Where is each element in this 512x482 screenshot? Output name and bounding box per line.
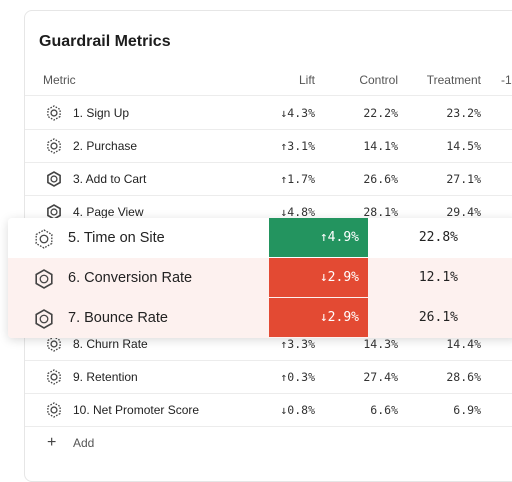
metric-name: 8. Churn Rate bbox=[73, 337, 148, 351]
cell-value: ↓0.8% bbox=[280, 403, 315, 417]
lift-cell: ↓2.9% bbox=[269, 298, 368, 337]
cell-value: ↑1.7% bbox=[280, 172, 315, 186]
metric-icon bbox=[35, 309, 53, 329]
divider bbox=[25, 426, 512, 427]
metric-name: 4. Page View bbox=[73, 205, 144, 219]
add-icon: + bbox=[47, 434, 57, 451]
column-header: Treatment bbox=[426, 73, 481, 87]
metric-name: 9. Retention bbox=[73, 370, 138, 384]
metric-icon bbox=[47, 402, 61, 418]
cell-value: ↑0.3% bbox=[280, 370, 315, 384]
metric-icon bbox=[47, 369, 61, 385]
column-header: -1 bbox=[501, 73, 512, 87]
cell-value: 27.1% bbox=[446, 172, 481, 186]
metric-name: 7. Bounce Rate bbox=[68, 310, 168, 326]
control-value: 26.1% bbox=[418, 310, 458, 325]
cell-value: 14.4% bbox=[446, 337, 481, 351]
cell-value: ↓4.8% bbox=[280, 205, 315, 219]
cell-value: 6.6% bbox=[370, 403, 398, 417]
cell-value: 23.2% bbox=[446, 106, 481, 120]
divider bbox=[25, 360, 512, 361]
column-header: Lift bbox=[298, 73, 315, 87]
metric-name: 10. Net Promoter Score bbox=[73, 403, 200, 417]
control-value: 22.8% bbox=[418, 230, 458, 245]
cell-value: 22.2% bbox=[363, 106, 398, 120]
metric-icon bbox=[47, 138, 61, 154]
cell-value: 27.4% bbox=[363, 370, 398, 384]
metric-icon bbox=[47, 171, 61, 187]
metric-icon bbox=[35, 229, 53, 249]
control-value: 12.1% bbox=[418, 270, 458, 285]
cell-value: 14.5% bbox=[446, 139, 481, 153]
highlight-row: 5. Time on Site ↑4.9% 22.8% bbox=[8, 218, 512, 259]
cell-value: 28.6% bbox=[446, 370, 481, 384]
lift-value: ↓2.9% bbox=[319, 310, 359, 325]
add-button[interactable]: Add bbox=[73, 436, 95, 450]
cell-value: 14.1% bbox=[363, 139, 398, 153]
divider bbox=[25, 129, 512, 130]
lift-cell: ↑4.9% bbox=[269, 218, 368, 257]
highlight-row: 7. Bounce Rate ↓2.9% 26.1% bbox=[8, 298, 512, 338]
divider bbox=[25, 393, 512, 394]
divider bbox=[25, 195, 512, 196]
highlight-panel: 5. Time on Site ↑4.9% 22.8% 6. Conversion R… bbox=[8, 218, 512, 338]
metric-name: 5. Time on Site bbox=[68, 230, 165, 246]
column-header: Control bbox=[359, 73, 398, 87]
divider bbox=[25, 95, 512, 96]
metric-name: 2. Purchase bbox=[73, 139, 138, 153]
cell-value: 26.6% bbox=[363, 172, 398, 186]
metric-name: 3. Add to Cart bbox=[73, 172, 147, 186]
metric-name: 1. Sign Up bbox=[73, 106, 130, 120]
cell-value: ↓4.3% bbox=[280, 106, 315, 120]
metric-icon bbox=[35, 269, 53, 289]
column-header: Metric bbox=[43, 73, 76, 87]
cell-value: 28.1% bbox=[363, 205, 398, 219]
metric-name: 6. Conversion Rate bbox=[68, 270, 193, 286]
lift-value: ↑4.9% bbox=[319, 230, 359, 245]
metric-icon bbox=[47, 336, 61, 352]
cell-value: 14.3% bbox=[363, 337, 398, 351]
screen: {"header": {"title": "Guardrail Metrics"… bbox=[8, 10, 512, 482]
highlight-row: 6. Conversion Rate ↓2.9% 12.1% bbox=[8, 258, 512, 299]
cell-value: ↑3.3% bbox=[280, 337, 315, 351]
metric-icon bbox=[47, 105, 61, 121]
cell-value: 29.4% bbox=[446, 205, 481, 219]
lift-cell: ↓2.9% bbox=[269, 258, 368, 297]
cell-value: 6.9% bbox=[453, 403, 481, 417]
cell-value: ↑3.1% bbox=[280, 139, 315, 153]
lift-value: ↓2.9% bbox=[319, 270, 359, 285]
divider bbox=[25, 162, 512, 163]
card-title: Guardrail Metrics bbox=[39, 33, 171, 50]
